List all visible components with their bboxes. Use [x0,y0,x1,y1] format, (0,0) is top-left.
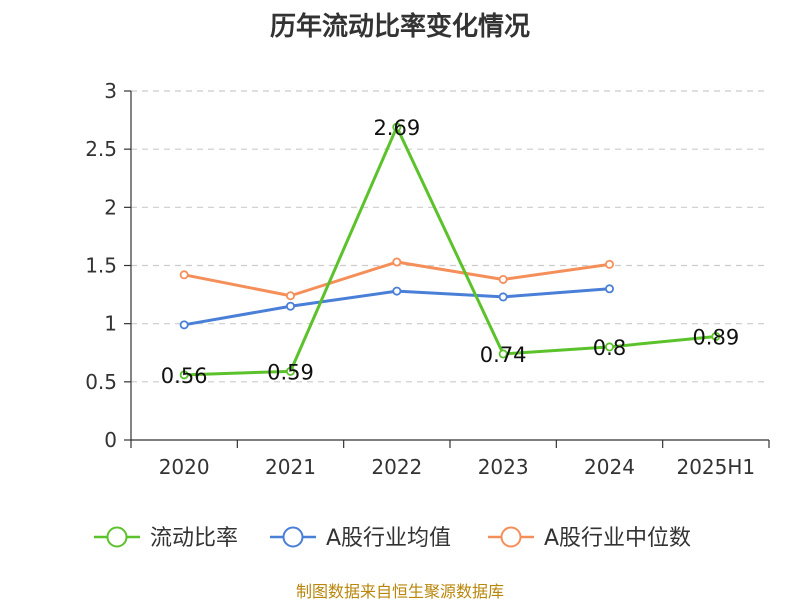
data-point [392,286,402,296]
data-point [285,301,295,311]
data-point [179,370,189,380]
y-tick-label: 2.5 [85,137,117,161]
y-tick-label: 0.5 [85,370,117,394]
chart-title: 历年流动比率变化情况 [269,12,530,42]
y-tick-label: 0 [104,428,117,452]
x-tick-label: 2020 [159,455,210,479]
legend-item-2: A股行业中位数 [488,526,691,551]
data-point [179,270,189,280]
data-point [392,122,402,132]
data-point [285,291,295,301]
data-label: 0.74 [480,343,527,367]
y-tick-label: 3 [104,79,117,103]
legend-label: A股行业均值 [326,526,451,551]
data-point [285,366,295,376]
series-line-0 [184,125,716,377]
legend-marker [106,526,128,548]
legend-label: A股行业中位数 [544,526,691,551]
data-label: 0.89 [692,325,739,349]
legend-item-1: A股行业均值 [270,526,451,551]
axes: 0 0.5 1 1.5 2 2.5 3 2020 2021 2022 2023 2024 2025H1 [85,79,770,479]
x-tick-label: 2024 [584,455,635,479]
data-label: 2.69 [373,116,420,140]
data-label: 0.8 [593,336,626,360]
data-label: 0.56 [161,364,208,388]
data-labels: 0.56 0.59 2.69 0.74 0.8 0.89 [161,116,739,388]
legend-marker [282,526,304,548]
y-tick-label: 1.5 [85,254,117,278]
data-point [498,349,508,359]
data-point [605,342,615,352]
data-point [711,331,721,341]
legend-label: 流动比率 [150,526,238,551]
data-point [605,284,615,294]
gridlines [131,90,769,383]
data-label: 0.59 [267,360,314,384]
x-tick-label: 2025H1 [676,455,755,479]
legend: 流动比率 A股行业均值 A股行业中位数 [94,526,691,551]
data-point [179,320,189,330]
legend-marker [500,526,522,548]
x-tick-label: 2022 [371,455,422,479]
y-tick-label: 1 [104,312,117,336]
source-note: 制图数据来自恒生聚源数据库 [295,582,504,601]
y-tick-label: 2 [104,195,117,219]
x-tick-label: 2023 [478,455,529,479]
data-point [498,292,508,302]
data-point [498,274,508,284]
x-tick-label: 2021 [265,455,316,479]
data-point [605,259,615,269]
series-lines [179,122,721,380]
legend-item-0: 流动比率 [94,526,238,551]
data-point [392,257,402,267]
